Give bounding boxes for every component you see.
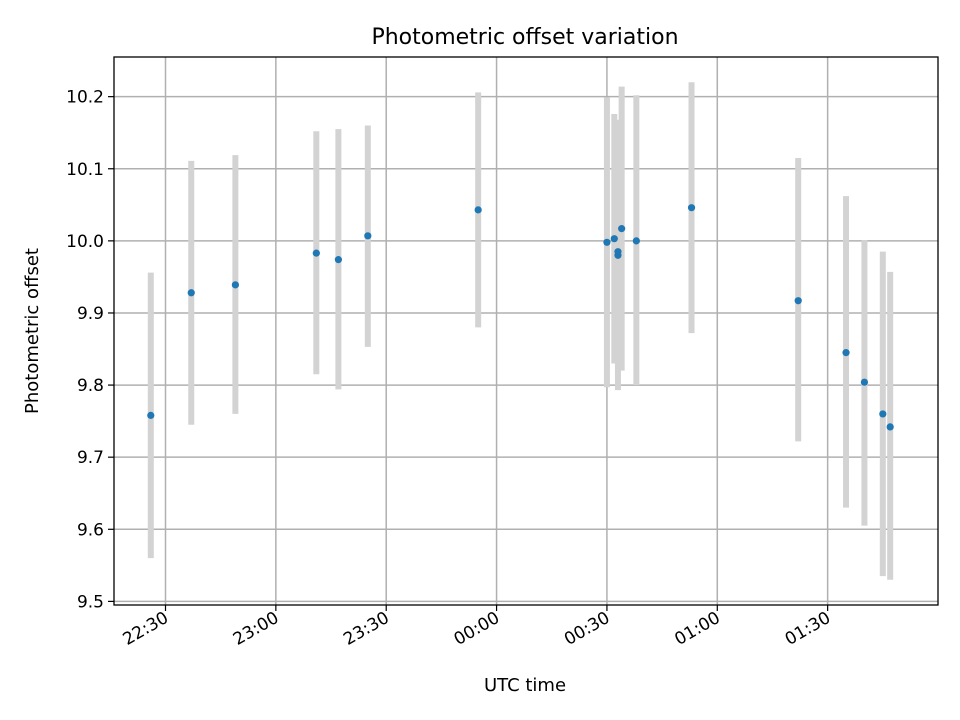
- data-point: [614, 248, 622, 256]
- data-point: [474, 206, 482, 214]
- data-point: [603, 238, 611, 246]
- data-point: [610, 235, 618, 243]
- data-point: [312, 249, 320, 257]
- y-axis-label: Photometric offset: [22, 248, 43, 414]
- plot-frame: [113, 56, 939, 606]
- y-tick-label: 10.1: [66, 160, 104, 180]
- data-point: [842, 349, 850, 357]
- y-tick-label: 9.7: [77, 448, 104, 468]
- y-tick-label: 9.8: [77, 376, 104, 396]
- data-point: [618, 225, 626, 233]
- y-tick-label: 10.0: [66, 232, 104, 252]
- data-point: [187, 289, 195, 297]
- data-point: [364, 232, 372, 240]
- data-point: [147, 411, 155, 419]
- data-point: [886, 423, 894, 431]
- data-point: [687, 204, 696, 212]
- y-axis-ticks: 9.5 9.6 9.7 9.8 9.9 10.0 10.1 10.2: [66, 88, 114, 612]
- data-point: [794, 297, 802, 305]
- data-point: [860, 378, 869, 386]
- x-axis-label: UTC time: [484, 675, 566, 696]
- data-point: [632, 237, 640, 245]
- y-tick-label: 9.5: [77, 592, 104, 612]
- data-point: [231, 281, 239, 289]
- y-tick-label: 10.2: [66, 88, 104, 108]
- data-points: [147, 204, 894, 431]
- data-point: [879, 410, 887, 418]
- y-tick-label: 9.9: [77, 304, 104, 324]
- y-tick-label: 9.6: [77, 520, 104, 540]
- chart-title: Photometric offset variation: [371, 25, 678, 50]
- data-point: [334, 256, 342, 264]
